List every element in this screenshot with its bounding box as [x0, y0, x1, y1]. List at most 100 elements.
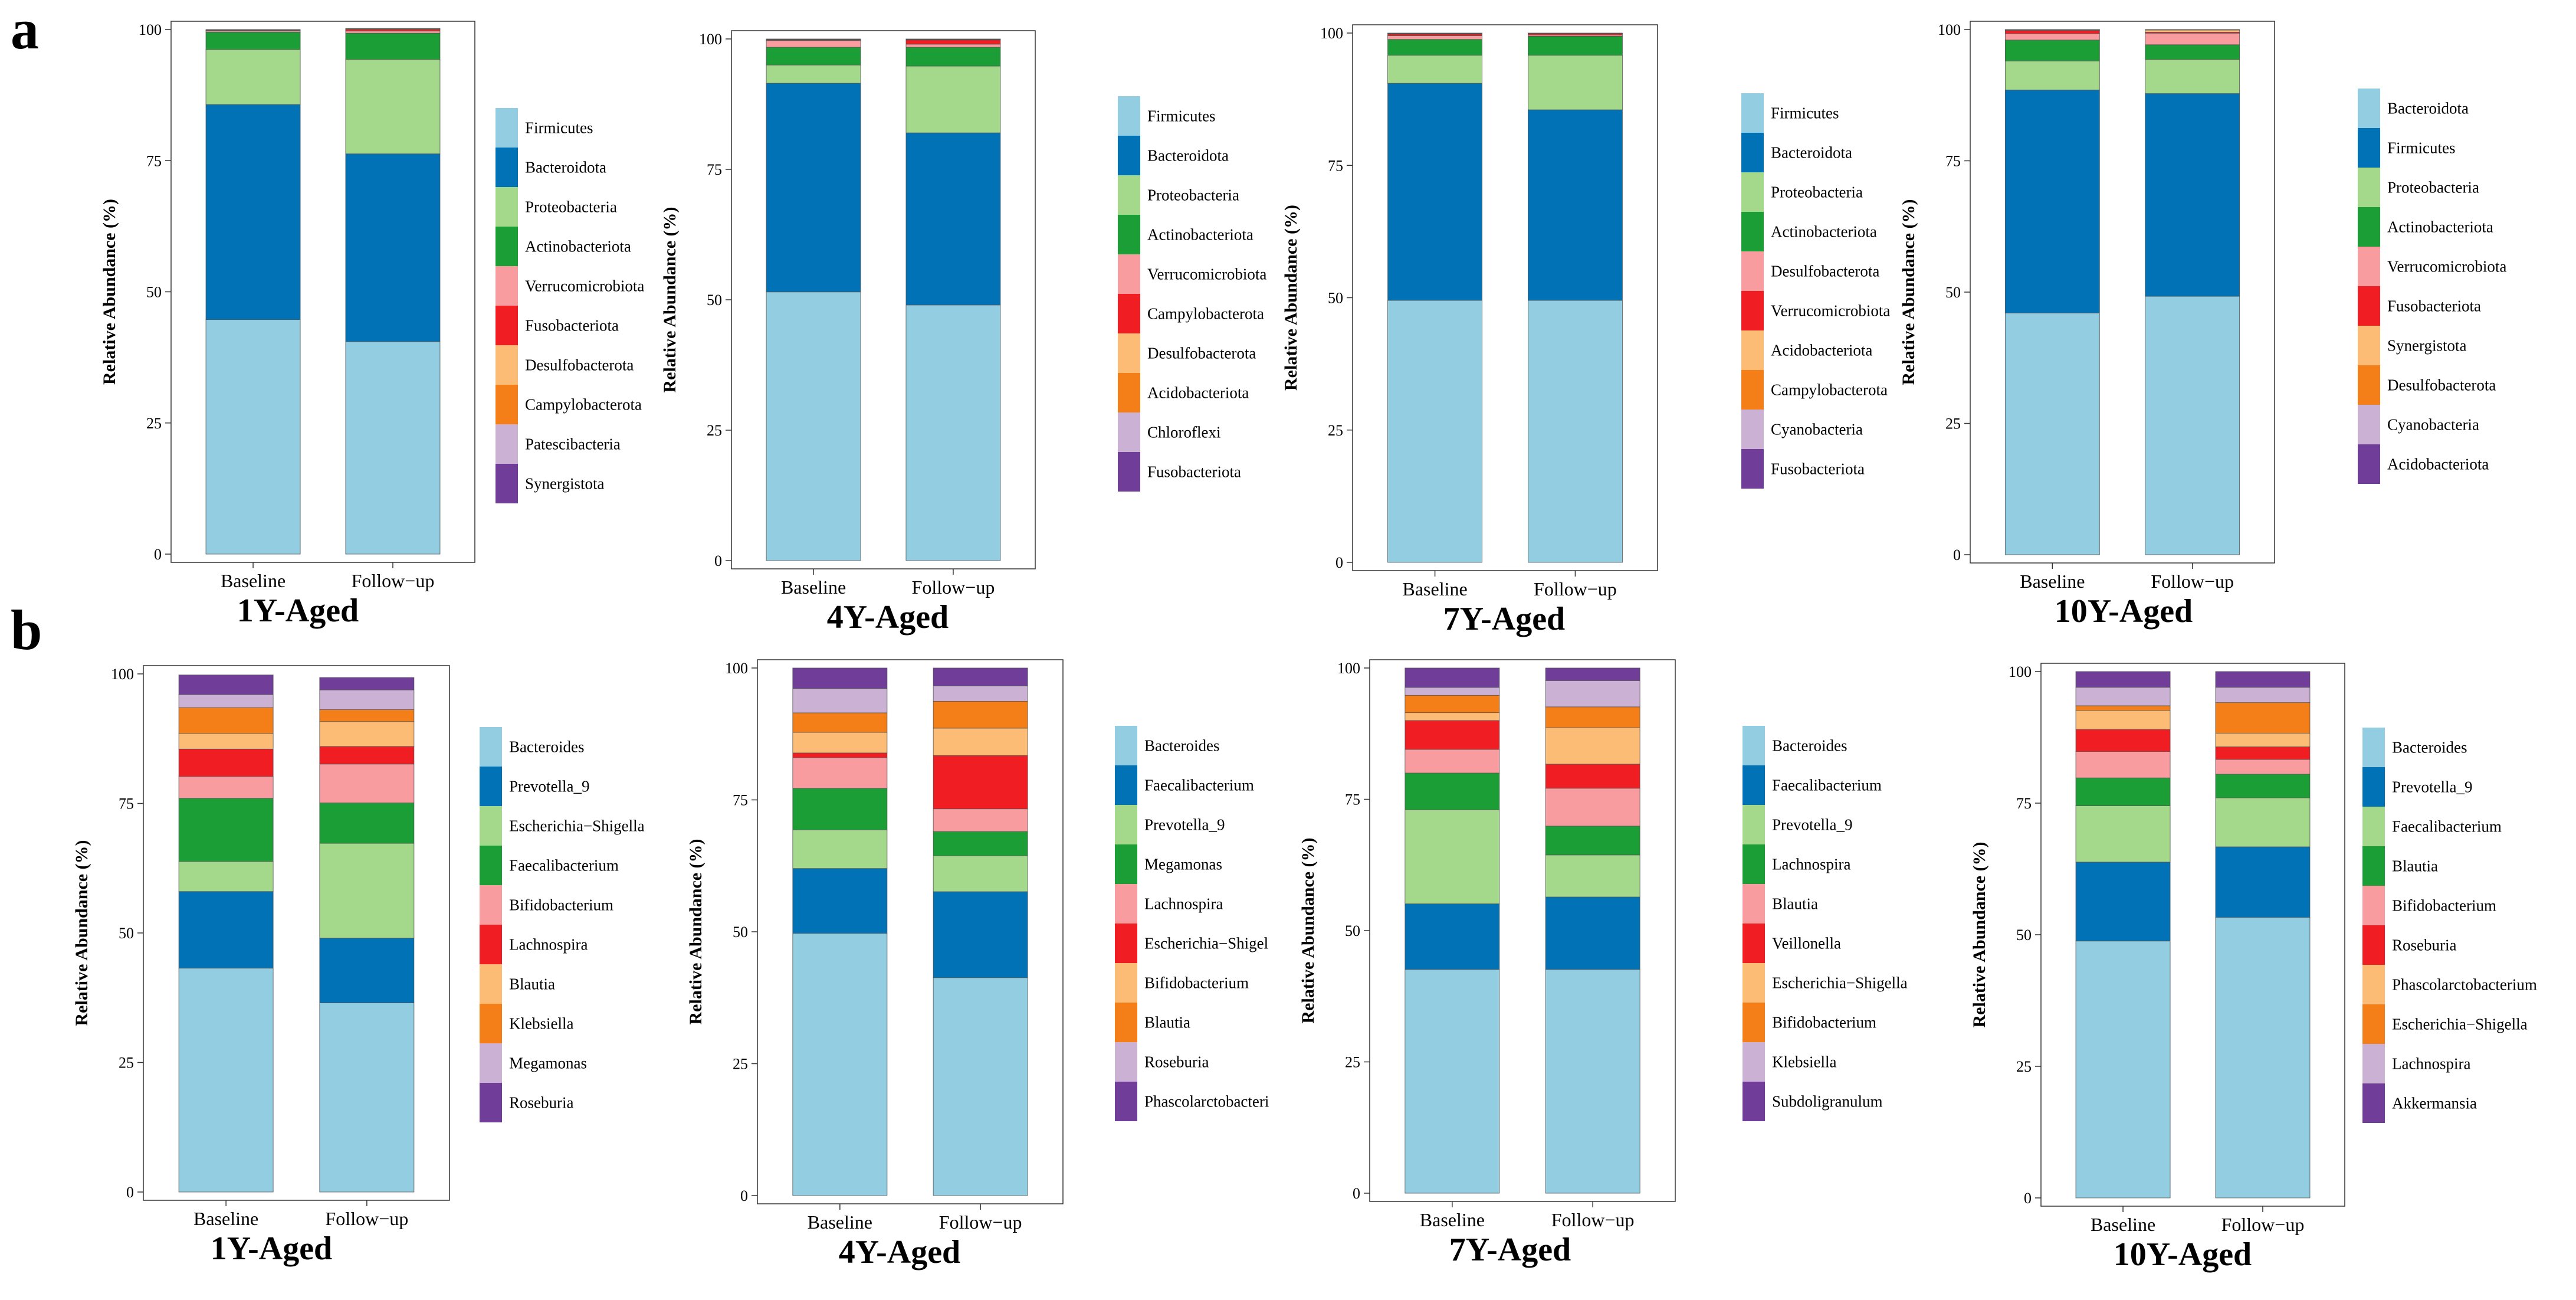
x-tick-label: Baseline	[1402, 578, 1467, 600]
legend-swatch	[2358, 326, 2380, 365]
y-tick-label: 75	[1945, 153, 1961, 170]
bar-segment-prevotella-9	[2215, 846, 2311, 918]
bar-segment-blautia	[1405, 749, 1500, 774]
legend-entry-label: Roseburia	[2392, 936, 2456, 954]
bar-segment-klebsiella	[319, 709, 415, 722]
x-tick-label: Follow−up	[1534, 578, 1617, 600]
legend-swatch	[1115, 765, 1137, 805]
y-axis-label: Relative Abundance (%)	[1298, 838, 1318, 1024]
legend-entry-label: Fusobacteriota	[1771, 460, 1865, 478]
legend-entry-label: Lachnospira	[1772, 856, 1850, 873]
bar-segment-blautia	[2075, 777, 2171, 806]
legend-entry-label: Firmicutes	[525, 119, 593, 137]
x-tick-label: Baseline	[2091, 1214, 2155, 1235]
legend: Bacteroides Prevotella_9 Faecalibacterium B…	[2362, 728, 2537, 1123]
legend-swatch	[495, 266, 518, 306]
bar-segment-escherichia-shigel	[933, 755, 1028, 810]
legend-swatch	[1741, 410, 1764, 449]
bar-segment-escherichia-shigel	[792, 752, 888, 758]
bar-segment-klebsiella	[178, 707, 274, 734]
bar-segment-bacteroidota	[2145, 296, 2240, 555]
bar-segment-verrucomicrobiota	[766, 40, 861, 48]
legend-swatch	[2358, 168, 2380, 207]
legend-swatch	[2358, 444, 2380, 484]
y-tick-label: 25	[733, 1056, 748, 1073]
x-tick-label: Follow−up	[2221, 1214, 2305, 1235]
bar-segment-escherichia-shigella	[319, 843, 415, 939]
bar-segment-prevotella-9	[792, 830, 888, 869]
y-axis-label: Relative Abundance (%)	[1281, 205, 1301, 391]
legend-entry-label: Megamonas	[509, 1055, 587, 1072]
legend-swatch	[1743, 765, 1765, 805]
bar-segment-faecalibacterium	[2215, 797, 2311, 847]
bar-segment-verrucomicrobiota	[2004, 33, 2100, 41]
y-tick-label: 50	[146, 284, 162, 301]
legend-entry-label: Proteobacteria	[525, 198, 617, 216]
legend-entry-label: Synergistota	[525, 475, 605, 493]
legend-swatch	[1743, 726, 1765, 765]
legend-entry-label: Escherichia−Shigella	[509, 817, 645, 835]
legend-entry-label: Bacteroides	[1772, 737, 1847, 755]
legend-entry-label: Firmicutes	[1771, 104, 1839, 122]
legend-entry-label: Actinobacteriota	[1771, 223, 1877, 241]
bar-segment-megamonas	[178, 694, 274, 708]
legend-entry-label: Bifidobacterium	[2392, 897, 2496, 915]
legend-entry-label: Faecalibacterium	[509, 857, 619, 875]
legend-swatch	[2362, 886, 2385, 925]
legend-swatch	[1743, 884, 1765, 924]
legend-swatch	[480, 1004, 502, 1043]
bar-segment-blautia	[319, 721, 415, 747]
legend-swatch	[1741, 93, 1764, 133]
chart-title: 4Y-Aged	[839, 1234, 960, 1270]
charts-group: 0 25 50 75 100 Relative Abundance (%) Baseline…	[72, 21, 2537, 1273]
bar-segment-bacteroidota	[766, 83, 861, 293]
y-tick-label: 0	[1353, 1185, 1360, 1202]
legend-swatch	[1741, 212, 1764, 251]
y-tick-label: 100	[1320, 25, 1343, 42]
bar-segment-bifidobacterium	[319, 764, 415, 804]
legend-entry-label: Verrucomicrobiota	[525, 277, 644, 295]
y-tick-label: 50	[1945, 284, 1961, 301]
bar-segment-fusobacteriota	[345, 29, 441, 32]
bar-segment-roseburia	[792, 688, 888, 713]
bar-segment-megamonas	[933, 831, 1028, 856]
bar-segment-bacteroidota	[345, 153, 441, 342]
y-tick-label: 75	[2016, 795, 2032, 812]
x-tick-label: Baseline	[781, 577, 846, 598]
bar-segment-bifidobacterium	[792, 732, 888, 754]
bar-segment-prevotella-9	[1545, 854, 1640, 898]
y-tick-label: 75	[1345, 791, 1360, 808]
bar-segment-escherichia-shigella	[1405, 712, 1500, 721]
bar-segment-veillonella	[1545, 764, 1640, 789]
legend-entry-label: Verrucomicrobiota	[1771, 302, 1890, 320]
bar-segment-actinobacteriota	[1528, 35, 1623, 56]
bar-segment-proteobacteria	[1528, 55, 1623, 110]
y-tick-label: 25	[119, 1055, 134, 1072]
chart-a-1y-aged: 0 25 50 75 100 Relative Abundance (%) Baseline…	[100, 21, 644, 629]
bar-segment-cyanobacteria	[1387, 32, 1482, 34]
legend-swatch	[2362, 846, 2385, 886]
legend-swatch	[1741, 251, 1764, 291]
bar-segment-actinobacteriota	[2004, 40, 2100, 61]
legend-swatch	[2362, 767, 2385, 807]
bar-segment-chloroflexi	[905, 38, 1001, 40]
chart-b-1y-aged: 0 25 50 75 100 Relative Abundance (%) Baseline…	[72, 665, 645, 1267]
legend-swatch	[1743, 1082, 1765, 1121]
legend-swatch	[2358, 128, 2380, 168]
chart-title: 10Y-Aged	[2114, 1236, 2252, 1273]
legend-swatch	[1118, 254, 1140, 294]
chart-b-7y-aged: 0 25 50 75 100 Relative Abundance (%) Baseline…	[1298, 659, 1908, 1268]
bar-segment-proteobacteria	[205, 49, 301, 105]
bar-segment-bacteroidota	[1528, 109, 1623, 301]
bar-segment-blautia	[2215, 774, 2311, 798]
legend-entry-label: Prevotella_9	[1144, 816, 1225, 834]
bar-segment-proteobacteria	[345, 59, 441, 155]
legend-swatch	[1118, 136, 1140, 175]
y-axis-label: Relative Abundance (%)	[100, 199, 119, 385]
legend-entry-label: Lachnospira	[1144, 895, 1223, 913]
legend-entry-label: Desulfobacterota	[2387, 376, 2496, 394]
legend-swatch	[1741, 291, 1764, 330]
legend-entry-label: Veillonella	[1772, 935, 1841, 952]
bar-segment-faecalibacterium	[1405, 903, 1500, 970]
legend-swatch	[1741, 172, 1764, 212]
